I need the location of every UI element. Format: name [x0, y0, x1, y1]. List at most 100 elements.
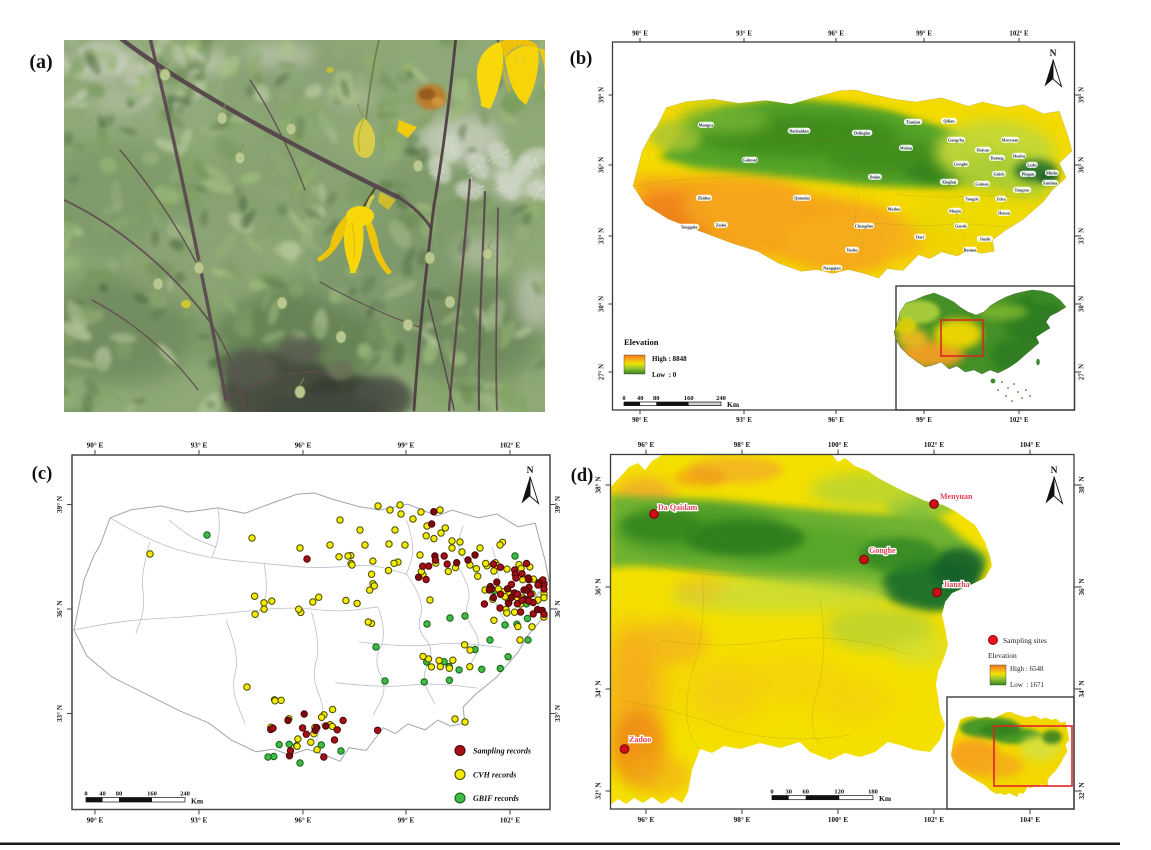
svg-text:(d): (d)	[571, 466, 594, 486]
svg-text:Xunhua: Xunhua	[1043, 180, 1058, 185]
svg-text:90° E: 90° E	[632, 31, 648, 38]
svg-text:39° N: 39° N	[554, 495, 562, 513]
svg-text:93° E: 93° E	[736, 417, 752, 424]
svg-text:Yushu: Yushu	[846, 247, 858, 252]
svg-text:Datong: Datong	[990, 155, 1004, 160]
svg-text:30° N: 30° N	[599, 296, 606, 312]
svg-text:0: 0	[622, 395, 625, 402]
svg-text:96° E: 96° E	[295, 442, 312, 450]
svg-text:Haiyan: Haiyan	[976, 147, 990, 152]
svg-text:30° N: 30° N	[1079, 296, 1086, 312]
svg-text:104° E: 104° E	[1020, 441, 1040, 449]
svg-text:Sampling records: Sampling records	[473, 746, 531, 755]
svg-text:102° E: 102° E	[1009, 417, 1029, 424]
svg-text:34° N: 34° N	[1078, 680, 1086, 698]
svg-text:32° N: 32° N	[595, 782, 603, 800]
svg-text:Wulan: Wulan	[900, 145, 913, 150]
svg-text:90° E: 90° E	[87, 817, 104, 825]
svg-text:Pingan: Pingan	[1022, 171, 1035, 176]
svg-text:99° E: 99° E	[398, 442, 415, 450]
svg-text:40: 40	[99, 790, 106, 797]
svg-text:90° E: 90° E	[87, 442, 104, 450]
svg-text:Gangcha: Gangcha	[948, 137, 965, 142]
svg-text:80: 80	[116, 790, 123, 797]
svg-text:36° N: 36° N	[599, 157, 606, 173]
svg-text:N: N	[1051, 466, 1058, 476]
svg-text:Tongren: Tongren	[1015, 187, 1031, 192]
svg-text:Zhiduo: Zhiduo	[697, 195, 710, 200]
svg-text:Banma: Banma	[964, 247, 978, 252]
svg-text:39° N: 39° N	[599, 87, 606, 103]
svg-text:38° N: 38° N	[1078, 476, 1086, 494]
svg-text:27° N: 27° N	[599, 364, 606, 380]
svg-text:33° N: 33° N	[56, 704, 64, 722]
svg-text:Maduo: Maduo	[888, 206, 901, 211]
svg-text:93° E: 93° E	[191, 817, 208, 825]
svg-text:0: 0	[770, 788, 773, 795]
svg-text:Henan: Henan	[998, 210, 1011, 215]
svg-text:36° N: 36° N	[1078, 578, 1086, 596]
svg-text:27° N: 27° N	[1079, 364, 1086, 380]
svg-text:Tongde: Tongde	[965, 196, 978, 201]
svg-text:100° E: 100° E	[828, 441, 848, 449]
svg-text:180: 180	[868, 788, 878, 795]
svg-text:240: 240	[716, 395, 726, 402]
svg-text:99° E: 99° E	[916, 417, 932, 424]
svg-text:98° E: 98° E	[734, 441, 751, 449]
svg-text:Zadoi: Zadoi	[716, 222, 727, 227]
svg-text:160: 160	[147, 790, 157, 797]
svg-text:High : 6548: High : 6548	[1010, 665, 1044, 673]
svg-text:Chengduo: Chengduo	[855, 223, 873, 228]
svg-text:N: N	[527, 466, 534, 476]
svg-text:98° E: 98° E	[734, 816, 751, 824]
svg-text:Guide: Guide	[994, 171, 1005, 176]
svg-text:(b): (b)	[570, 49, 593, 69]
svg-text:96° E: 96° E	[638, 816, 655, 824]
svg-text:Elevation: Elevation	[988, 651, 1017, 660]
svg-text:Golmud: Golmud	[743, 157, 758, 162]
svg-text:Nangqian: Nangqian	[823, 265, 841, 270]
svg-text:Low : 1671: Low : 1671	[1010, 681, 1045, 689]
svg-text:96° E: 96° E	[295, 817, 312, 825]
svg-text:90° E: 90° E	[632, 417, 648, 424]
svg-text:32° N: 32° N	[1078, 782, 1086, 800]
svg-text:Mangya: Mangya	[699, 122, 715, 127]
svg-text:Dulan: Dulan	[870, 174, 882, 179]
svg-text:102° E: 102° E	[1009, 31, 1029, 38]
svg-text:Low : 0: Low : 0	[652, 371, 677, 379]
svg-text:Dari: Dari	[916, 234, 925, 239]
svg-text:(c): (c)	[32, 464, 53, 484]
svg-text:Minhe: Minhe	[1046, 170, 1058, 175]
svg-text:Qilian: Qilian	[943, 118, 955, 123]
svg-text:Jiuzhi: Jiuzhi	[980, 236, 992, 241]
svg-text:Gonghe: Gonghe	[954, 161, 968, 166]
svg-text:99° E: 99° E	[916, 31, 932, 38]
svg-text:Jianzha: Jianzha	[943, 580, 970, 589]
svg-text:160: 160	[684, 395, 694, 402]
svg-text:30: 30	[786, 788, 793, 795]
svg-text:96° E: 96° E	[638, 441, 655, 449]
svg-text:GBIF records: GBIF records	[473, 794, 519, 803]
svg-text:33° N: 33° N	[1079, 228, 1086, 244]
svg-text:102° E: 102° E	[924, 816, 944, 824]
svg-text:60: 60	[802, 788, 809, 795]
svg-text:Menyuan: Menyuan	[940, 492, 973, 501]
svg-text:Maqin: Maqin	[949, 208, 962, 213]
svg-text:High : 8848: High : 8848	[652, 355, 687, 363]
svg-text:(a): (a)	[29, 51, 52, 73]
svg-text:100° E: 100° E	[828, 816, 848, 824]
svg-text:40: 40	[637, 395, 644, 402]
svg-text:36° N: 36° N	[595, 578, 603, 596]
svg-text:102° E: 102° E	[500, 817, 520, 825]
svg-text:Km: Km	[191, 797, 204, 806]
svg-text:38° N: 38° N	[595, 476, 603, 494]
svg-text:Km: Km	[727, 400, 740, 409]
svg-text:99° E: 99° E	[398, 817, 415, 825]
svg-text:Huzhu: Huzhu	[1013, 153, 1026, 158]
svg-text:Qumalai: Qumalai	[794, 195, 810, 200]
svg-text:96° E: 96° E	[828, 417, 844, 424]
svg-text:Gande: Gande	[955, 223, 967, 228]
svg-text:CVH records: CVH records	[473, 770, 516, 779]
svg-text:240: 240	[180, 790, 190, 797]
svg-text:36° N: 36° N	[1079, 157, 1086, 173]
